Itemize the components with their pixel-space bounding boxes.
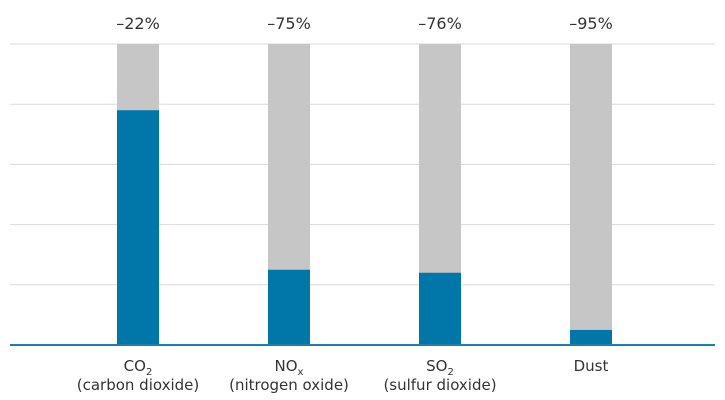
category-subscript: x bbox=[298, 367, 304, 378]
category-name: NO bbox=[275, 357, 298, 375]
category-label: Dust bbox=[574, 357, 609, 375]
bar-reduced-dust bbox=[570, 44, 612, 345]
bar-remaining-co2 bbox=[117, 110, 159, 345]
reduction-label: –76% bbox=[418, 14, 462, 33]
bar-remaining-nox bbox=[268, 269, 310, 345]
category-description: (nitrogen oxide) bbox=[229, 376, 349, 394]
category-subscript: 2 bbox=[447, 367, 453, 378]
bars bbox=[117, 44, 612, 345]
category-name: SO bbox=[426, 357, 447, 375]
category-subscript: 2 bbox=[146, 367, 152, 378]
reduction-label: –95% bbox=[569, 14, 613, 33]
category-labels: CO2(carbon dioxide)NOx(nitrogen oxide)SO… bbox=[77, 357, 609, 394]
category-description: (carbon dioxide) bbox=[77, 376, 199, 394]
category-label: CO2 bbox=[124, 357, 153, 378]
reduction-label: –22% bbox=[116, 14, 160, 33]
reduction-labels: –22% –75% –76% –95% bbox=[116, 14, 613, 33]
category-label: SO2 bbox=[426, 357, 454, 378]
category-description: (sulfur dioxide) bbox=[383, 376, 496, 394]
category-label: NOx bbox=[275, 357, 304, 378]
category-name: Dust bbox=[574, 357, 609, 375]
bar-remaining-dust bbox=[570, 329, 612, 345]
category-name: CO bbox=[124, 357, 146, 375]
bar-remaining-so2 bbox=[419, 272, 461, 345]
reduction-label: –75% bbox=[267, 14, 311, 33]
